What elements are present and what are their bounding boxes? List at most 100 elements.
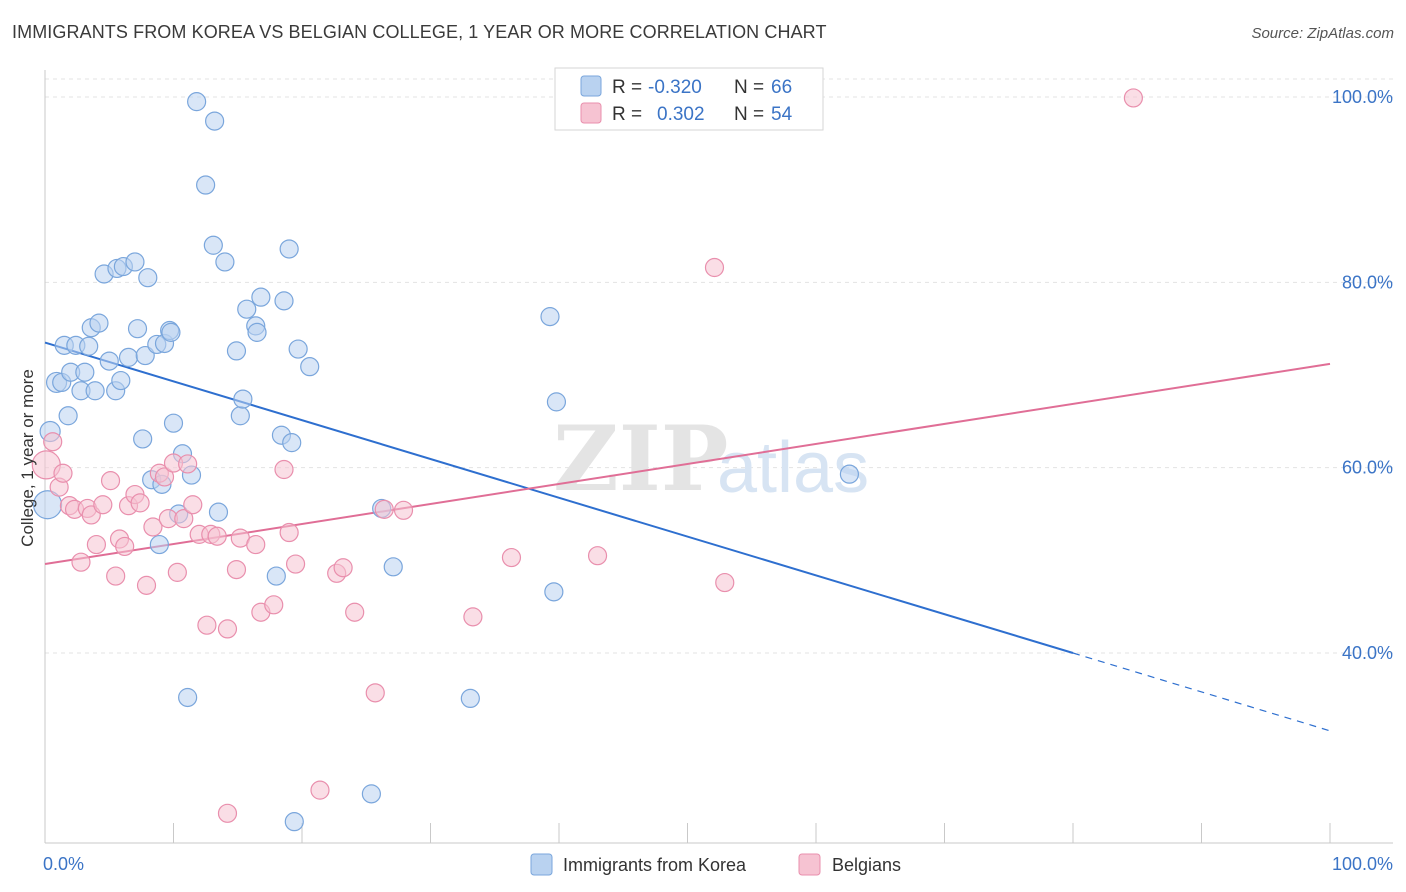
belgians-point-11	[100, 471, 121, 491]
belgians-point-3	[53, 463, 73, 483]
korea-point-15	[99, 351, 119, 371]
data-points	[31, 88, 1143, 832]
legend-r-label-pink: R =	[612, 104, 642, 125]
belgians-point-45	[365, 683, 385, 703]
belgians-point-50	[587, 546, 608, 566]
belgians-point-39	[279, 522, 299, 543]
korea-point-23	[133, 429, 153, 449]
bottom-legend: Immigrants from Korea Belgians	[530, 853, 901, 876]
belgians-point-9	[86, 534, 107, 555]
korea-point-25	[138, 268, 158, 288]
belgians-point-17	[130, 493, 150, 513]
korea-point-64	[544, 582, 564, 602]
korea-point-66	[839, 464, 860, 484]
bottom-legend-label-pink: Belgians	[832, 855, 901, 875]
korea-point-61	[383, 557, 403, 577]
korea-point-39	[196, 175, 216, 195]
belgians-point-10	[93, 495, 113, 515]
belgians-point-33	[226, 559, 247, 580]
grid-lines	[45, 78, 1393, 654]
korea-point-53	[274, 291, 294, 311]
korea-point-18	[111, 370, 131, 391]
korea-point-56	[284, 812, 304, 832]
x-tick-label-0: 0.0%	[43, 854, 84, 874]
korea-point-47	[237, 299, 257, 319]
korea-point-50	[251, 287, 271, 307]
belgians-point-41	[310, 780, 330, 800]
chart-title: IMMIGRANTS FROM KOREA VS BELGIAN COLLEGE…	[12, 22, 827, 42]
korea-point-49	[247, 322, 267, 342]
belgians-point-43	[333, 558, 353, 578]
korea-point-20	[118, 347, 139, 367]
legend-r-value-blue: -0.320	[648, 77, 702, 98]
belgians-point-25	[174, 509, 194, 529]
y-tick-label-0: 40.0%	[1342, 643, 1393, 663]
x-tick-label-1: 100.0%	[1332, 854, 1393, 874]
belgians-point-1	[43, 432, 63, 452]
korea-point-9	[75, 362, 95, 382]
belgians-trend-line	[44, 362, 1331, 566]
belgians-point-12	[106, 566, 126, 586]
chart-source: Source: ZipAtlas.com	[1251, 25, 1394, 42]
belgians-point-49	[501, 547, 522, 568]
korea-point-42	[208, 502, 229, 522]
korea-trend-extension	[1072, 652, 1331, 732]
belgians-point-47	[393, 500, 414, 520]
korea-point-57	[288, 339, 308, 359]
legend-swatch-blue	[580, 75, 602, 97]
trend-lines	[44, 341, 1331, 732]
belgians-point-40	[285, 554, 306, 574]
korea-point-22	[127, 319, 148, 339]
korea-point-59	[361, 784, 381, 804]
y-tick-label-1: 60.0%	[1342, 458, 1393, 478]
watermark-zip: ZIP	[553, 406, 728, 512]
korea-point-54	[279, 239, 299, 259]
belgians-point-31	[207, 526, 227, 546]
korea-point-21	[125, 252, 145, 272]
y-tick-label-2: 80.0%	[1342, 272, 1393, 292]
belgians-point-35	[246, 534, 266, 555]
tick-labels: 40.0% 60.0% 80.0% 100.0% 0.0% 100.0%	[43, 87, 1393, 874]
y-axis-label: College, 1 year or more	[18, 369, 37, 547]
korea-point-10	[79, 336, 99, 356]
korea-point-24	[135, 345, 155, 366]
korea-point-12	[85, 381, 105, 401]
belgians-point-37	[264, 595, 284, 615]
belgians-point-44	[345, 602, 365, 622]
korea-point-45	[230, 406, 250, 426]
legend-n-label-blue: N =	[734, 77, 764, 98]
korea-trend-line	[44, 341, 1074, 654]
korea-point-13	[89, 313, 109, 333]
korea-point-5	[58, 406, 78, 426]
belgians-point-38	[274, 459, 294, 480]
legend: R = -0.320 N = 66 R = 0.302 N = 54	[554, 67, 824, 131]
korea-point-36	[178, 687, 198, 708]
belgians-point-29	[197, 615, 217, 635]
belgians-point-14	[115, 536, 135, 557]
watermark: ZIP atlas	[553, 406, 869, 512]
belgians-point-54	[217, 803, 238, 823]
belgians-point-19	[143, 517, 163, 537]
korea-point-63	[540, 307, 560, 327]
belgians-point-26	[178, 454, 198, 474]
korea-point-28	[149, 534, 169, 555]
belgians-point-53	[1123, 88, 1143, 108]
belgians-point-6	[71, 552, 91, 572]
bottom-legend-swatch-pink	[798, 853, 821, 876]
legend-swatch-pink	[580, 102, 602, 124]
korea-point-33	[163, 413, 184, 433]
belgians-point-27	[183, 495, 203, 515]
korea-point-38	[187, 92, 207, 112]
korea-point-62	[460, 688, 480, 709]
korea-point-44	[226, 341, 247, 361]
belgians-point-24	[167, 562, 187, 582]
bottom-legend-label-blue: Immigrants from Korea	[563, 855, 747, 875]
legend-r-value-pink: 0.302	[657, 104, 705, 125]
korea-point-65	[546, 392, 567, 412]
y-tick-label-3: 100.0%	[1332, 87, 1393, 107]
korea-point-41	[205, 111, 225, 131]
korea-point-40	[203, 235, 223, 255]
legend-n-label-pink: N =	[734, 104, 764, 125]
korea-point-32	[161, 322, 181, 342]
